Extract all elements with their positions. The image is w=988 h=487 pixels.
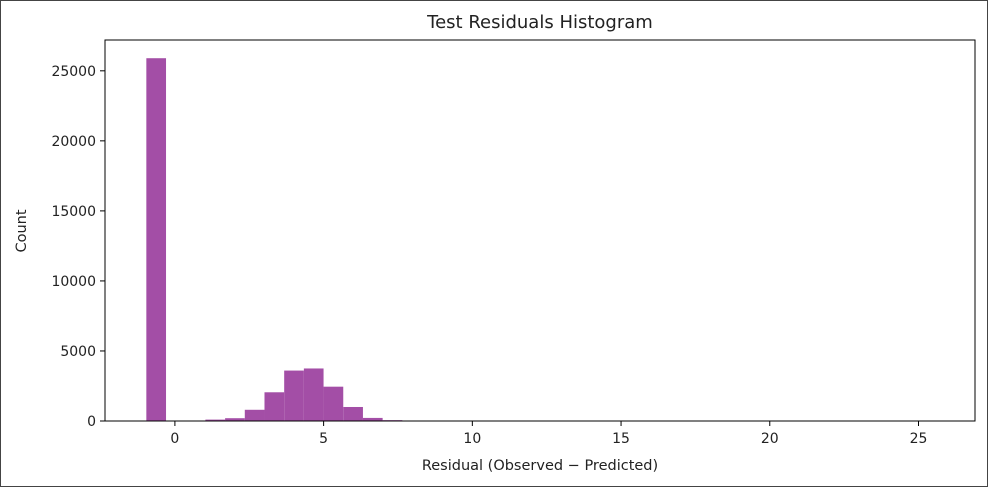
bars-group	[146, 58, 423, 422]
histogram-bar	[244, 409, 265, 421]
y-axis-label: Count	[14, 209, 30, 252]
x-tick-label: 5	[319, 431, 328, 447]
x-axis-label: Residual (Observed − Predicted)	[422, 458, 658, 474]
x-tick-label: 20	[761, 431, 779, 447]
y-axis-ticks: 0 5000 10000 15000 20000 25000	[51, 64, 105, 430]
x-tick-label: 0	[170, 431, 179, 447]
y-tick-label: 20000	[51, 134, 96, 150]
y-tick-label: 5000	[60, 344, 96, 360]
x-axis-ticks: 0 5 10 15 20 25	[170, 421, 927, 447]
plot-area	[104, 39, 976, 422]
histogram-bar	[225, 418, 245, 421]
x-tick-label: 15	[612, 431, 630, 447]
histogram-bar	[284, 370, 304, 421]
histogram-bar	[323, 386, 344, 421]
chart-title: Test Residuals Histogram	[426, 12, 653, 33]
histogram-bar	[343, 406, 363, 421]
histogram-bar	[362, 417, 383, 421]
histogram-bar	[205, 419, 226, 421]
y-tick-label: 0	[87, 414, 96, 430]
histogram-bar	[264, 392, 285, 421]
y-tick-label: 10000	[51, 274, 96, 290]
histogram-bar	[303, 368, 324, 421]
x-tick-label: 25	[910, 431, 928, 447]
histogram-bar	[146, 58, 167, 422]
y-tick-label: 25000	[51, 64, 96, 80]
y-tick-label: 15000	[51, 204, 96, 220]
x-tick-label: 10	[463, 431, 481, 447]
